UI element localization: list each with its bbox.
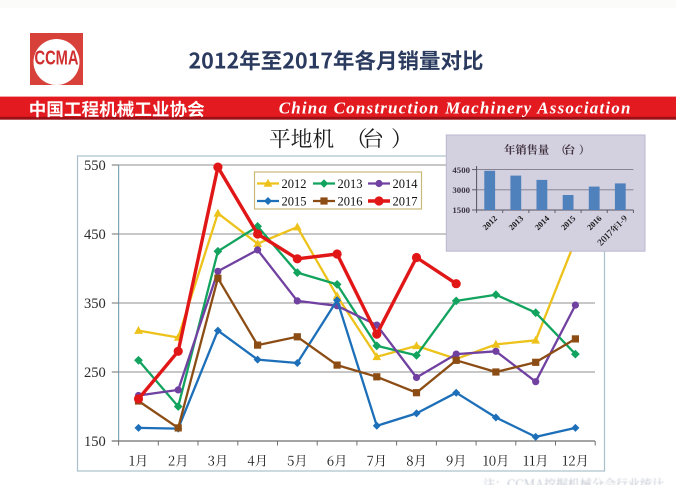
svg-text:2014: 2014: [393, 177, 419, 191]
svg-text:2016: 2016: [338, 194, 363, 208]
svg-text:1500: 1500: [452, 205, 470, 215]
svg-text:3000: 3000: [452, 185, 470, 195]
svg-text:China Construction Machinery A: China Construction Machinery Association: [279, 99, 632, 118]
svg-text:CCMA: CCMA: [35, 48, 79, 70]
svg-text:550: 550: [84, 158, 106, 174]
svg-text:4500: 4500: [452, 165, 470, 175]
svg-text:250: 250: [84, 365, 106, 381]
svg-text:150: 150: [84, 434, 106, 450]
svg-text:350: 350: [84, 296, 106, 312]
svg-text:450: 450: [84, 227, 106, 243]
svg-text:2015: 2015: [282, 194, 307, 208]
svg-text:2012: 2012: [282, 177, 307, 191]
svg-text:2017: 2017: [393, 194, 418, 208]
svg-text:2013: 2013: [338, 177, 363, 191]
